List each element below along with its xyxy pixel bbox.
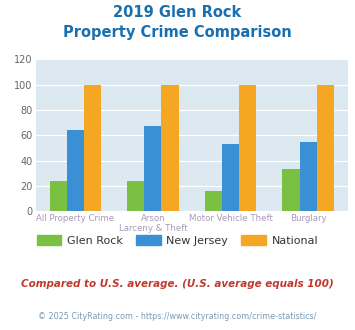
Bar xyxy=(50,181,67,211)
Legend: Glen Rock, New Jersey, National: Glen Rock, New Jersey, National xyxy=(33,230,322,250)
Bar xyxy=(84,85,101,211)
Bar xyxy=(205,191,222,211)
Bar xyxy=(317,85,334,211)
Text: Compared to U.S. average. (U.S. average equals 100): Compared to U.S. average. (U.S. average … xyxy=(21,279,334,289)
Bar xyxy=(222,144,239,211)
Bar xyxy=(127,181,144,211)
Bar xyxy=(162,85,179,211)
Bar xyxy=(67,130,84,211)
Bar xyxy=(144,126,162,211)
Bar xyxy=(239,85,256,211)
Text: Property Crime Comparison: Property Crime Comparison xyxy=(63,25,292,40)
Bar xyxy=(283,170,300,211)
Text: 2019 Glen Rock: 2019 Glen Rock xyxy=(113,5,242,20)
Bar xyxy=(300,142,317,211)
Text: © 2025 CityRating.com - https://www.cityrating.com/crime-statistics/: © 2025 CityRating.com - https://www.city… xyxy=(38,312,317,321)
